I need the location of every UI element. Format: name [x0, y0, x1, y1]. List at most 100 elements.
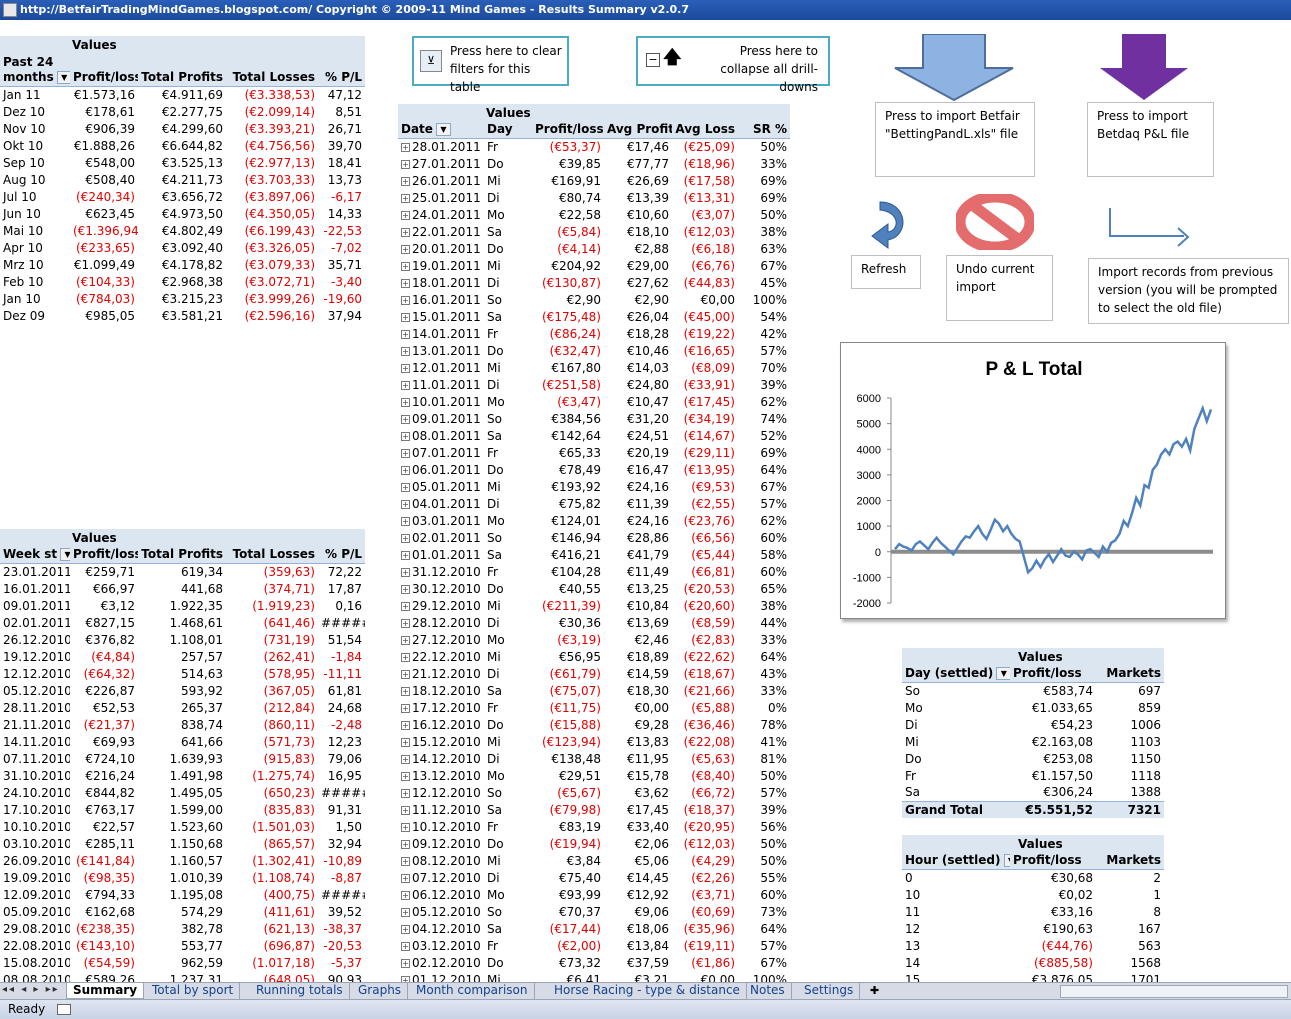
table-row[interactable]: Sa €306,24 1388: [902, 784, 1164, 801]
expand-icon[interactable]: +: [401, 244, 410, 254]
table-row[interactable]: +31.12.2010 Fr €104,28 €11,49 (€6,81) 60%: [398, 563, 790, 580]
table-row[interactable]: 31.10.2010 €216,24 1.491,98 (1.275,74) 16,95: [0, 767, 365, 784]
expand-icon[interactable]: +: [401, 822, 410, 832]
undo-import-button[interactable]: Undo current import: [946, 255, 1053, 321]
expand-icon[interactable]: +: [401, 737, 410, 747]
table-row[interactable]: +26.01.2011 Mi €169,91 €26,69 (€17,58) 69%: [398, 172, 790, 189]
table-row[interactable]: 19.09.2010 (€98,35) 1.010,39 (1.108,74) -8,8…: [0, 869, 365, 886]
table-row[interactable]: +04.01.2011 Di €75,82 €11,39 (€2,55) 57%: [398, 495, 790, 512]
table-row[interactable]: 07.11.2010 €724,10 1.639,93 (915,83) 79,06: [0, 750, 365, 767]
table-row[interactable]: 03.10.2010 €285,11 1.150,68 (865,57) 32,94: [0, 835, 365, 852]
expand-icon[interactable]: +: [401, 652, 410, 662]
expand-icon[interactable]: +: [401, 584, 410, 594]
expand-icon[interactable]: +: [401, 142, 410, 152]
table-row[interactable]: +27.12.2010 Mo (€3,19) €2,46 (€2,83) 33%: [398, 631, 790, 648]
table-row[interactable]: +07.01.2011 Fr €65,33 €20,19 (€29,11) 69%: [398, 444, 790, 461]
expand-icon[interactable]: +: [401, 431, 410, 441]
table-row[interactable]: Do €253,08 1150: [902, 750, 1164, 767]
table-row[interactable]: 09.01.2011 €3,12 1.922,35 (1.919,23) 0,16: [0, 597, 365, 614]
expand-icon[interactable]: +: [401, 380, 410, 390]
table-row[interactable]: +22.12.2010 Mi €56,95 €18,89 (€22,62) 64%: [398, 648, 790, 665]
table-row[interactable]: 13 (€44,76) 563: [902, 937, 1164, 954]
table-row[interactable]: 19.12.2010 (€4,84) 257,57 (262,41) -1,84: [0, 648, 365, 665]
table-row[interactable]: +28.12.2010 Di €30,36 €13,69 (€8,59) 44%: [398, 614, 790, 631]
table-row[interactable]: +08.01.2011 Sa €142,64 €24,51 (€14,67) 52%: [398, 427, 790, 444]
expand-icon[interactable]: +: [401, 312, 410, 322]
macro-record-icon[interactable]: [57, 1004, 71, 1015]
expand-icon[interactable]: +: [401, 618, 410, 628]
expand-icon[interactable]: +: [401, 754, 410, 764]
filter-dropdown-icon[interactable]: ▼: [996, 667, 1010, 681]
expand-icon[interactable]: +: [401, 703, 410, 713]
expand-icon[interactable]: +: [401, 788, 410, 798]
table-row[interactable]: +12.01.2011 Mi €167,80 €14,03 (€8,09) 70%: [398, 359, 790, 376]
expand-icon[interactable]: +: [401, 550, 410, 560]
table-row[interactable]: +06.12.2010 Mo €93,99 €12,92 (€3,71) 60%: [398, 886, 790, 903]
import-betfair-button[interactable]: Press to import Betfair "BettingPandL.xl…: [875, 102, 1035, 177]
expand-icon[interactable]: +: [401, 567, 410, 577]
expand-icon[interactable]: +: [401, 278, 410, 288]
table-row[interactable]: +10.01.2011 Mo (€3,47) €10,47 (€17,45) 62%: [398, 393, 790, 410]
table-row[interactable]: +20.01.2011 Do (€4,14) €2,88 (€6,18) 63%: [398, 240, 790, 257]
expand-icon[interactable]: +: [401, 397, 410, 407]
table-row[interactable]: +12.12.2010 So (€5,67) €3,62 (€6,72) 57%: [398, 784, 790, 801]
table-row[interactable]: Mi €2.163,08 1103: [902, 733, 1164, 750]
table-row[interactable]: +13.12.2010 Mo €29,51 €15,78 (€8,40) 50%: [398, 767, 790, 784]
sheet-tab-month-comparison[interactable]: Month comparison: [410, 983, 535, 999]
table-row[interactable]: Jun 10 €623,45 €4.973,50 (€4.350,05) 14,33: [0, 205, 365, 222]
expand-icon[interactable]: +: [401, 771, 410, 781]
table-row[interactable]: +02.01.2011 So €146,94 €28,86 (€6,56) 60%: [398, 529, 790, 546]
table-row[interactable]: +30.12.2010 Do €40,55 €13,25 (€20,53) 65%: [398, 580, 790, 597]
table-row[interactable]: 26.09.2010 (€141,84) 1.160,57 (1.302,41) -10…: [0, 852, 365, 869]
table-row[interactable]: +08.12.2010 Mi €3,84 €5,06 (€4,29) 50%: [398, 852, 790, 869]
table-row[interactable]: +09.01.2011 So €384,56 €31,20 (€34,19) 74%: [398, 410, 790, 427]
expand-icon[interactable]: +: [401, 295, 410, 305]
refresh-button[interactable]: Refresh: [851, 255, 921, 289]
expand-icon[interactable]: +: [401, 533, 410, 543]
table-row[interactable]: Jan 11 €1.573,16 €4.911,69 (€3.338,53) 47,12: [0, 86, 365, 103]
sheet-tab-settings[interactable]: Settings: [798, 983, 861, 999]
table-row[interactable]: +28.01.2011 Fr (€53,37) €17,46 (€25,09) 50%: [398, 138, 790, 155]
expand-icon[interactable]: +: [401, 346, 410, 356]
table-row[interactable]: +16.12.2010 Do (€15,88) €9,28 (€36,46) 78%: [398, 716, 790, 733]
expand-icon[interactable]: +: [401, 329, 410, 339]
collapse-drilldowns-button[interactable]: − 🡅 Press here to collapse all drill-dow…: [636, 36, 830, 94]
table-row[interactable]: 16.01.2011 €66,97 441,68 (374,71) 17,87: [0, 580, 365, 597]
table-row[interactable]: +24.01.2011 Mo €22,58 €10,60 (€3,07) 50%: [398, 206, 790, 223]
expand-icon[interactable]: +: [401, 448, 410, 458]
sheet-tab-graphs[interactable]: Graphs: [352, 983, 409, 999]
table-row[interactable]: 22.08.2010 (€143,10) 553,77 (696,87) -20,53: [0, 937, 365, 954]
expand-icon[interactable]: +: [401, 839, 410, 849]
table-row[interactable]: Okt 10 €1.888,26 €6.644,82 (€4.756,56) 39,70: [0, 137, 365, 154]
table-row[interactable]: 05.09.2010 €162,68 574,29 (411,61) 39,52: [0, 903, 365, 920]
expand-icon[interactable]: +: [401, 261, 410, 271]
filter-dropdown-icon[interactable]: ▼: [1003, 854, 1010, 868]
sheet-tab-notes[interactable]: Notes: [744, 983, 792, 999]
table-row[interactable]: +15.12.2010 Mi (€123,94) €13,83 (€22,08) 41%: [398, 733, 790, 750]
table-row[interactable]: +11.01.2011 Di (€251,58) €24,80 (€33,91) 39%: [398, 376, 790, 393]
table-row[interactable]: +27.01.2011 Do €39,85 €77,77 (€18,96) 33%: [398, 155, 790, 172]
table-row[interactable]: +05.12.2010 So €70,37 €9,06 (€0,69) 73%: [398, 903, 790, 920]
table-row[interactable]: 26.12.2010 €376,82 1.108,01 (731,19) 51,54: [0, 631, 365, 648]
table-row[interactable]: Dez 10 €178,61 €2.277,75 (€2.099,14) 8,51: [0, 103, 365, 120]
table-row[interactable]: +01.01.2011 Sa €416,21 €41,79 (€5,44) 58%: [398, 546, 790, 563]
table-row[interactable]: Fr €1.157,50 1118: [902, 767, 1164, 784]
table-row[interactable]: +13.01.2011 Do (€32,47) €10,46 (€16,65) 57%: [398, 342, 790, 359]
import-betdaq-button[interactable]: Press to import Betdaq P&L file: [1087, 102, 1214, 177]
table-row[interactable]: +25.01.2011 Di €80,74 €13,39 (€13,31) 69%: [398, 189, 790, 206]
sheet-tab-summary[interactable]: Summary: [66, 983, 145, 999]
expand-icon[interactable]: +: [401, 193, 410, 203]
table-row[interactable]: Apr 10 (€233,65) €3.092,40 (€3.326,05) -7,02: [0, 239, 365, 256]
tab-scroll-buttons[interactable]: ◂◂ ◂ ▸ ▸▸: [2, 984, 60, 995]
expand-icon[interactable]: +: [401, 907, 410, 917]
table-row[interactable]: +04.12.2010 Sa (€17,44) €18,06 (€35,96) 64%: [398, 920, 790, 937]
table-row[interactable]: So €583,74 697: [902, 682, 1164, 699]
table-row[interactable]: Feb 10 (€104,33) €2.968,38 (€3.072,71) -3,40: [0, 273, 365, 290]
table-row[interactable]: +09.12.2010 Do (€19,94) €2,06 (€12,03) 50%: [398, 835, 790, 852]
table-row[interactable]: Di €54,23 1006: [902, 716, 1164, 733]
expand-icon[interactable]: +: [401, 686, 410, 696]
table-row[interactable]: 17.10.2010 €763,17 1.599,00 (835,83) 91,31: [0, 801, 365, 818]
table-row[interactable]: +17.12.2010 Fr (€11,75) €0,00 (€5,88) 0%: [398, 699, 790, 716]
table-row[interactable]: Nov 10 €906,39 €4.299,60 (€3.393,21) 26,71: [0, 120, 365, 137]
filter-dropdown-icon[interactable]: ▼: [435, 123, 451, 137]
